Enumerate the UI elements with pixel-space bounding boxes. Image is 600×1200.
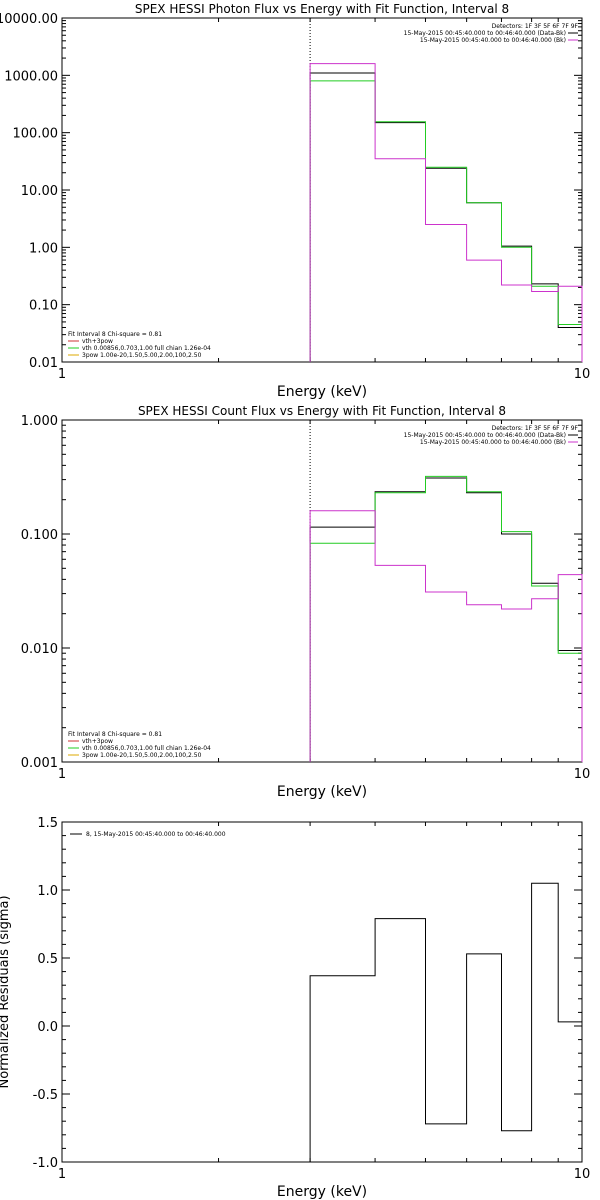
- y-tick-label: 10000.00: [0, 12, 58, 27]
- y-tick-label: 0.0: [37, 1020, 58, 1035]
- x-tick-label: 10: [574, 767, 591, 782]
- y-tick-label: 10.00: [21, 184, 58, 199]
- legend-entry: 15-May-2015 00:45:40.000 to 00:46:40.000…: [404, 432, 566, 439]
- y-tick-label: 0.10: [29, 299, 58, 314]
- chart-panel-3: -1.0 -0.5 0.0 0.5 1.0 1.5 1 10 Energy (keV) Norma…: [0, 816, 590, 1200]
- legend-entry: Fit Interval 8 Chi-square = 0.81: [68, 731, 162, 738]
- legend-entry: vth 0.00856,0.703,1.00 full chian 1.26e-…: [82, 345, 211, 352]
- y-tick-label: 1.000: [21, 414, 58, 429]
- y-tick-label: -1.0: [33, 1156, 58, 1171]
- y-tick-label: 1.5: [37, 816, 58, 831]
- series-line-3: [309, 63, 583, 362]
- legend-entry: 3pow 1.00e-20,1.50,5.00,2.00,100,2.50: [82, 352, 202, 359]
- chart-panel-1: SPEX HESSI Photon Flux vs Energy with Fi…: [0, 2, 590, 400]
- plot-frame: [61, 17, 583, 363]
- x-axis-label: Energy (keV): [277, 1184, 367, 1200]
- series-line-1: [309, 477, 583, 762]
- y-axis-label: Normalized Residuals (sigma): [0, 895, 12, 1088]
- legend-entry: 8, 15-May-2015 00:45:40.000 to 00:46:40.…: [86, 831, 226, 838]
- series-line-1: [309, 882, 583, 1162]
- y-tick-label: 1000.00: [4, 69, 58, 84]
- y-tick-label: 1.0: [37, 884, 58, 899]
- y-tick-label: 100.00: [13, 127, 59, 142]
- x-tick-label: 1: [58, 767, 66, 782]
- y-tick-label: 0.100: [21, 528, 58, 543]
- chart-title: SPEX HESSI Photon Flux vs Energy with Fi…: [135, 2, 509, 16]
- legend-entry: vth+3pow: [82, 338, 113, 345]
- series-line-1: [309, 72, 583, 362]
- legend-entry: 3pow 1.00e-20,1.50,5.00,2.00,100,2.50: [82, 752, 202, 759]
- legend-entry: 15-May-2015 00:45:40.000 to 00:46:40.000…: [420, 37, 566, 44]
- y-tick-label: 0.001: [21, 756, 58, 771]
- y-tick-label: 0.5: [37, 952, 58, 967]
- plot-frame: [61, 419, 583, 763]
- x-tick-label: 10: [574, 1167, 591, 1182]
- legend-entry: Detectors: 1F 3F 5F 6F 7F 9F: [492, 23, 579, 30]
- legend-entry: 15-May-2015 00:45:40.000 to 00:46:40.000…: [404, 30, 566, 37]
- legend-entry: Detectors: 1F 3F 5F 6F 7F 9F: [492, 425, 579, 432]
- chart-panel-2: SPEX HESSI Count Flux vs Energy with Fit…: [21, 404, 590, 800]
- series-line-3: [309, 510, 583, 762]
- series-line-2: [309, 475, 583, 762]
- x-tick-label: 1: [58, 1167, 66, 1182]
- plot-frame: [61, 821, 583, 1163]
- chart-title: SPEX HESSI Count Flux vs Energy with Fit…: [138, 404, 506, 418]
- x-tick-label: 1: [58, 367, 66, 382]
- x-axis-label: Energy (keV): [277, 384, 367, 400]
- legend-entry: vth 0.00856,0.703,1.00 full chian 1.26e-…: [82, 745, 211, 752]
- series-line-2: [309, 80, 583, 362]
- legend-entry: vth+3pow: [82, 738, 113, 745]
- y-tick-label: 0.01: [29, 356, 58, 371]
- legend-entry: 15-May-2015 00:45:40.000 to 00:46:40.000…: [420, 439, 566, 446]
- legend-entry: Fit Interval 8 Chi-square = 0.81: [68, 331, 162, 338]
- y-tick-label: 0.010: [21, 642, 58, 657]
- y-tick-label: -0.5: [33, 1088, 58, 1103]
- y-tick-label: 1.00: [29, 241, 58, 256]
- x-tick-label: 10: [574, 367, 591, 382]
- x-axis-label: Energy (keV): [277, 784, 367, 800]
